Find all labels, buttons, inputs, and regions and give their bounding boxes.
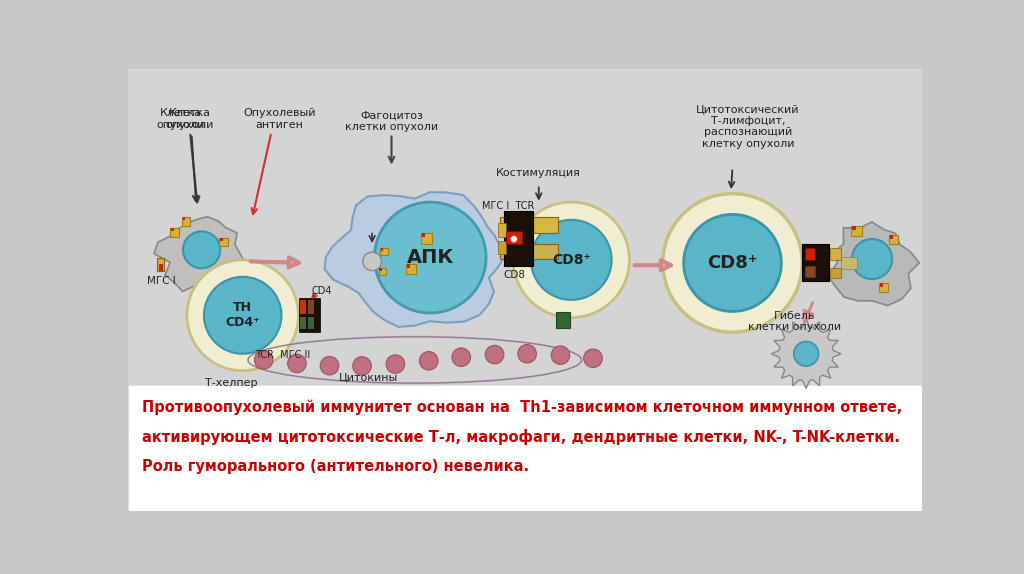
Circle shape [386, 355, 404, 373]
Polygon shape [827, 222, 920, 305]
Bar [128, 69, 922, 385]
Text: CD8⁺: CD8⁺ [552, 253, 591, 267]
Bar [500, 244, 558, 259]
Circle shape [254, 351, 273, 369]
Bar [881, 284, 883, 286]
Circle shape [485, 346, 504, 364]
Circle shape [794, 342, 818, 366]
Bar [380, 247, 388, 255]
Text: МГС I: МГС I [147, 276, 176, 286]
Text: CD8⁺: CD8⁺ [708, 254, 758, 272]
Bar [182, 217, 190, 226]
Bar [300, 317, 306, 329]
Bar [889, 235, 898, 245]
Circle shape [452, 348, 471, 366]
Bar [504, 211, 534, 266]
Bar [171, 227, 174, 231]
Bar [159, 265, 163, 270]
Bar [805, 247, 815, 260]
Bar [379, 268, 386, 275]
Circle shape [531, 220, 611, 300]
Bar [157, 258, 165, 272]
Bar [220, 238, 222, 241]
Bar [805, 266, 815, 277]
Polygon shape [325, 192, 504, 327]
Text: TCR  МГС II: TCR МГС II [255, 350, 310, 360]
Polygon shape [771, 319, 841, 389]
Text: Клетка
опухоли: Клетка опухоли [166, 108, 214, 130]
Text: Цитокины: Цитокины [339, 372, 398, 382]
Bar [499, 223, 506, 236]
Text: Фагоцитоз
клетки опухоли: Фагоцитоз клетки опухоли [345, 110, 438, 132]
Circle shape [551, 346, 569, 364]
Text: Цитотоксический
Т-лимфоцит,
распознающий
клетку опухоли: Цитотоксический Т-лимфоцит, распознающий… [696, 104, 800, 149]
Circle shape [288, 354, 306, 373]
Circle shape [187, 260, 299, 371]
Bar [128, 385, 922, 511]
Polygon shape [154, 217, 247, 292]
Bar [890, 235, 893, 239]
Bar [852, 226, 861, 235]
Text: CD4: CD4 [311, 286, 332, 296]
Circle shape [321, 356, 339, 375]
Bar [841, 257, 856, 269]
Text: Клетка
опухоли: Клетка опухоли [157, 108, 205, 130]
Bar [170, 227, 179, 236]
Bar [499, 241, 506, 254]
Circle shape [204, 277, 282, 354]
Bar [500, 218, 558, 233]
Circle shape [183, 231, 220, 268]
Circle shape [375, 202, 486, 313]
Bar [830, 247, 841, 260]
Bar [830, 267, 841, 278]
Circle shape [663, 193, 802, 332]
Bar [299, 298, 321, 332]
Bar [506, 231, 521, 245]
Bar [421, 233, 432, 244]
Bar [852, 226, 856, 230]
Bar [380, 268, 382, 271]
Text: Т-хелпер: Т-хелпер [205, 378, 257, 388]
Bar [422, 233, 425, 237]
Text: АПК: АПК [407, 248, 454, 267]
Bar [880, 284, 888, 292]
Circle shape [420, 351, 438, 370]
Circle shape [511, 236, 517, 242]
Bar [381, 247, 383, 251]
Text: Противоопухолевый иммунитет основан на  Th1-зависимом клеточном иммунном ответе,: Противоопухолевый иммунитет основан на T… [142, 400, 902, 416]
Circle shape [518, 344, 537, 363]
Text: TН
CD4⁺: TН CD4⁺ [225, 301, 260, 329]
Bar [802, 245, 829, 281]
Text: CD8: CD8 [503, 270, 525, 280]
Bar [219, 238, 227, 246]
Text: Костимуляция: Костимуляция [497, 168, 582, 178]
Bar [300, 300, 306, 314]
Text: Гибель
клетки опухоли: Гибель клетки опухоли [748, 311, 841, 332]
Circle shape [852, 239, 892, 279]
Circle shape [684, 215, 781, 312]
Text: Опухолевый
антиген: Опухолевый антиген [243, 108, 315, 130]
Text: Роль гуморального (антительного) невелика.: Роль гуморального (антительного) невелик… [142, 459, 529, 474]
Bar [407, 264, 410, 268]
Bar [182, 217, 185, 220]
Circle shape [513, 202, 630, 317]
Circle shape [584, 349, 602, 367]
Bar [308, 300, 314, 314]
Text: МГС I  TCR: МГС I TCR [481, 201, 534, 211]
Circle shape [352, 356, 372, 375]
Circle shape [362, 252, 381, 270]
Bar [406, 264, 416, 274]
Bar [556, 312, 569, 328]
Bar [308, 317, 314, 329]
Text: активирующем цитотоксические Т-л, макрофаги, дендритные клетки, NK-, T-NK-клетки: активирующем цитотоксические Т-л, макроф… [142, 429, 900, 445]
